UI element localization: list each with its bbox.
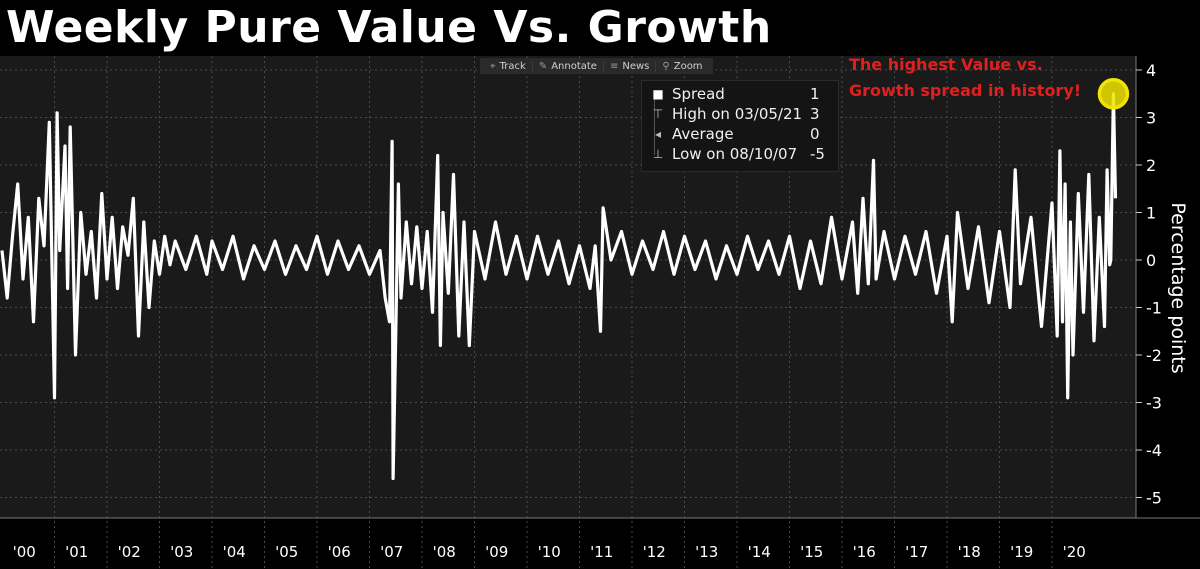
- news-button[interactable]: ≡ News: [604, 60, 657, 72]
- pencil-icon: ✎: [538, 60, 548, 72]
- x-tick-label: '05: [275, 543, 298, 561]
- annotate-button[interactable]: ✎ Annotate: [533, 60, 604, 72]
- annotation-line-1: The highest Value vs.: [849, 55, 1043, 74]
- y-tick-label: -2: [1146, 346, 1162, 365]
- x-tick-label: '08: [433, 543, 456, 561]
- x-tick-label: '12: [643, 543, 666, 561]
- highlight-annotation: The highest Value vs. Growth spread in h…: [849, 52, 1081, 104]
- y-tick-label: 4: [1146, 61, 1156, 80]
- x-tick-label: '01: [65, 543, 88, 561]
- plot-background: [0, 56, 1136, 518]
- low-marker-icon: ⊥: [652, 147, 664, 161]
- x-tick-label: '20: [1063, 543, 1086, 561]
- x-tick-label: '18: [958, 543, 981, 561]
- x-tick-label: '04: [223, 543, 246, 561]
- y-tick-label: -1: [1146, 299, 1162, 318]
- series-line-spread: [0, 92, 1118, 481]
- chart-legend[interactable]: ■ Spread 1 ⊤ High on 03/05/21 3 ◂ Averag…: [641, 80, 839, 172]
- annotation-line-2: Growth spread in history!: [849, 81, 1082, 100]
- y-tick-label: 3: [1146, 109, 1156, 128]
- y-tick-label: -4: [1146, 441, 1162, 460]
- y-tick-label: 2: [1146, 156, 1156, 175]
- x-tick-label: '11: [590, 543, 613, 561]
- x-axis: '00 '01 '02 '03 '04 '05 '06 '07 '08 '09 '10 '11 '12 '…: [13, 543, 1086, 561]
- legend-tree-line: [654, 93, 655, 155]
- y-tick-label: 0: [1146, 251, 1156, 270]
- legend-row-spread[interactable]: ■ Spread 1: [652, 85, 820, 103]
- x-tick-label: '17: [905, 543, 928, 561]
- zoom-button[interactable]: ⚲ Zoom: [662, 60, 703, 72]
- x-tick-label: '19: [1010, 543, 1033, 561]
- average-marker-icon: ◂: [654, 127, 662, 141]
- x-tick-label: '14: [748, 543, 771, 561]
- x-tick-label: '15: [800, 543, 823, 561]
- x-tick-label: '03: [170, 543, 193, 561]
- legend-row-high[interactable]: ⊤ High on 03/05/21 3: [652, 105, 820, 123]
- news-icon: ≡: [609, 60, 619, 72]
- y-tick-label: -5: [1146, 489, 1162, 508]
- legend-row-low[interactable]: ⊥ Low on 08/10/07 -5: [652, 145, 825, 163]
- y-axis: 4 3 2 1 0 -1 -2 -3 -4 -5: [1136, 61, 1162, 508]
- x-tick-label: '06: [328, 543, 351, 561]
- highlight-marker: [1097, 78, 1130, 110]
- x-tick-label: '00: [13, 543, 36, 561]
- y-tick-label: 1: [1146, 204, 1156, 223]
- high-marker-icon: ⊤: [652, 107, 664, 121]
- crosshair-icon: ⌖: [490, 60, 496, 72]
- x-tick-label: '16: [853, 543, 876, 561]
- x-tick-label: '09: [485, 543, 508, 561]
- x-tick-label: '13: [695, 543, 718, 561]
- chart-toolbar: ⌖ Track ✎ Annotate ≡ News ⚲ Zoom: [480, 58, 713, 74]
- y-tick-label: -3: [1146, 394, 1162, 413]
- magnifier-icon: ⚲: [662, 60, 670, 72]
- x-tick-label: '07: [380, 543, 403, 561]
- y-axis-label: Percentage points: [1167, 202, 1189, 373]
- chart-title: Weekly Pure Value Vs. Growth: [6, 2, 772, 53]
- square-marker-icon: ■: [652, 87, 664, 101]
- track-button[interactable]: ⌖ Track: [484, 60, 533, 72]
- legend-row-average[interactable]: ◂ Average 0: [642, 125, 838, 145]
- x-tick-label: '10: [538, 543, 561, 561]
- series-spread: [0, 92, 1118, 481]
- x-tick-label: '02: [118, 543, 141, 561]
